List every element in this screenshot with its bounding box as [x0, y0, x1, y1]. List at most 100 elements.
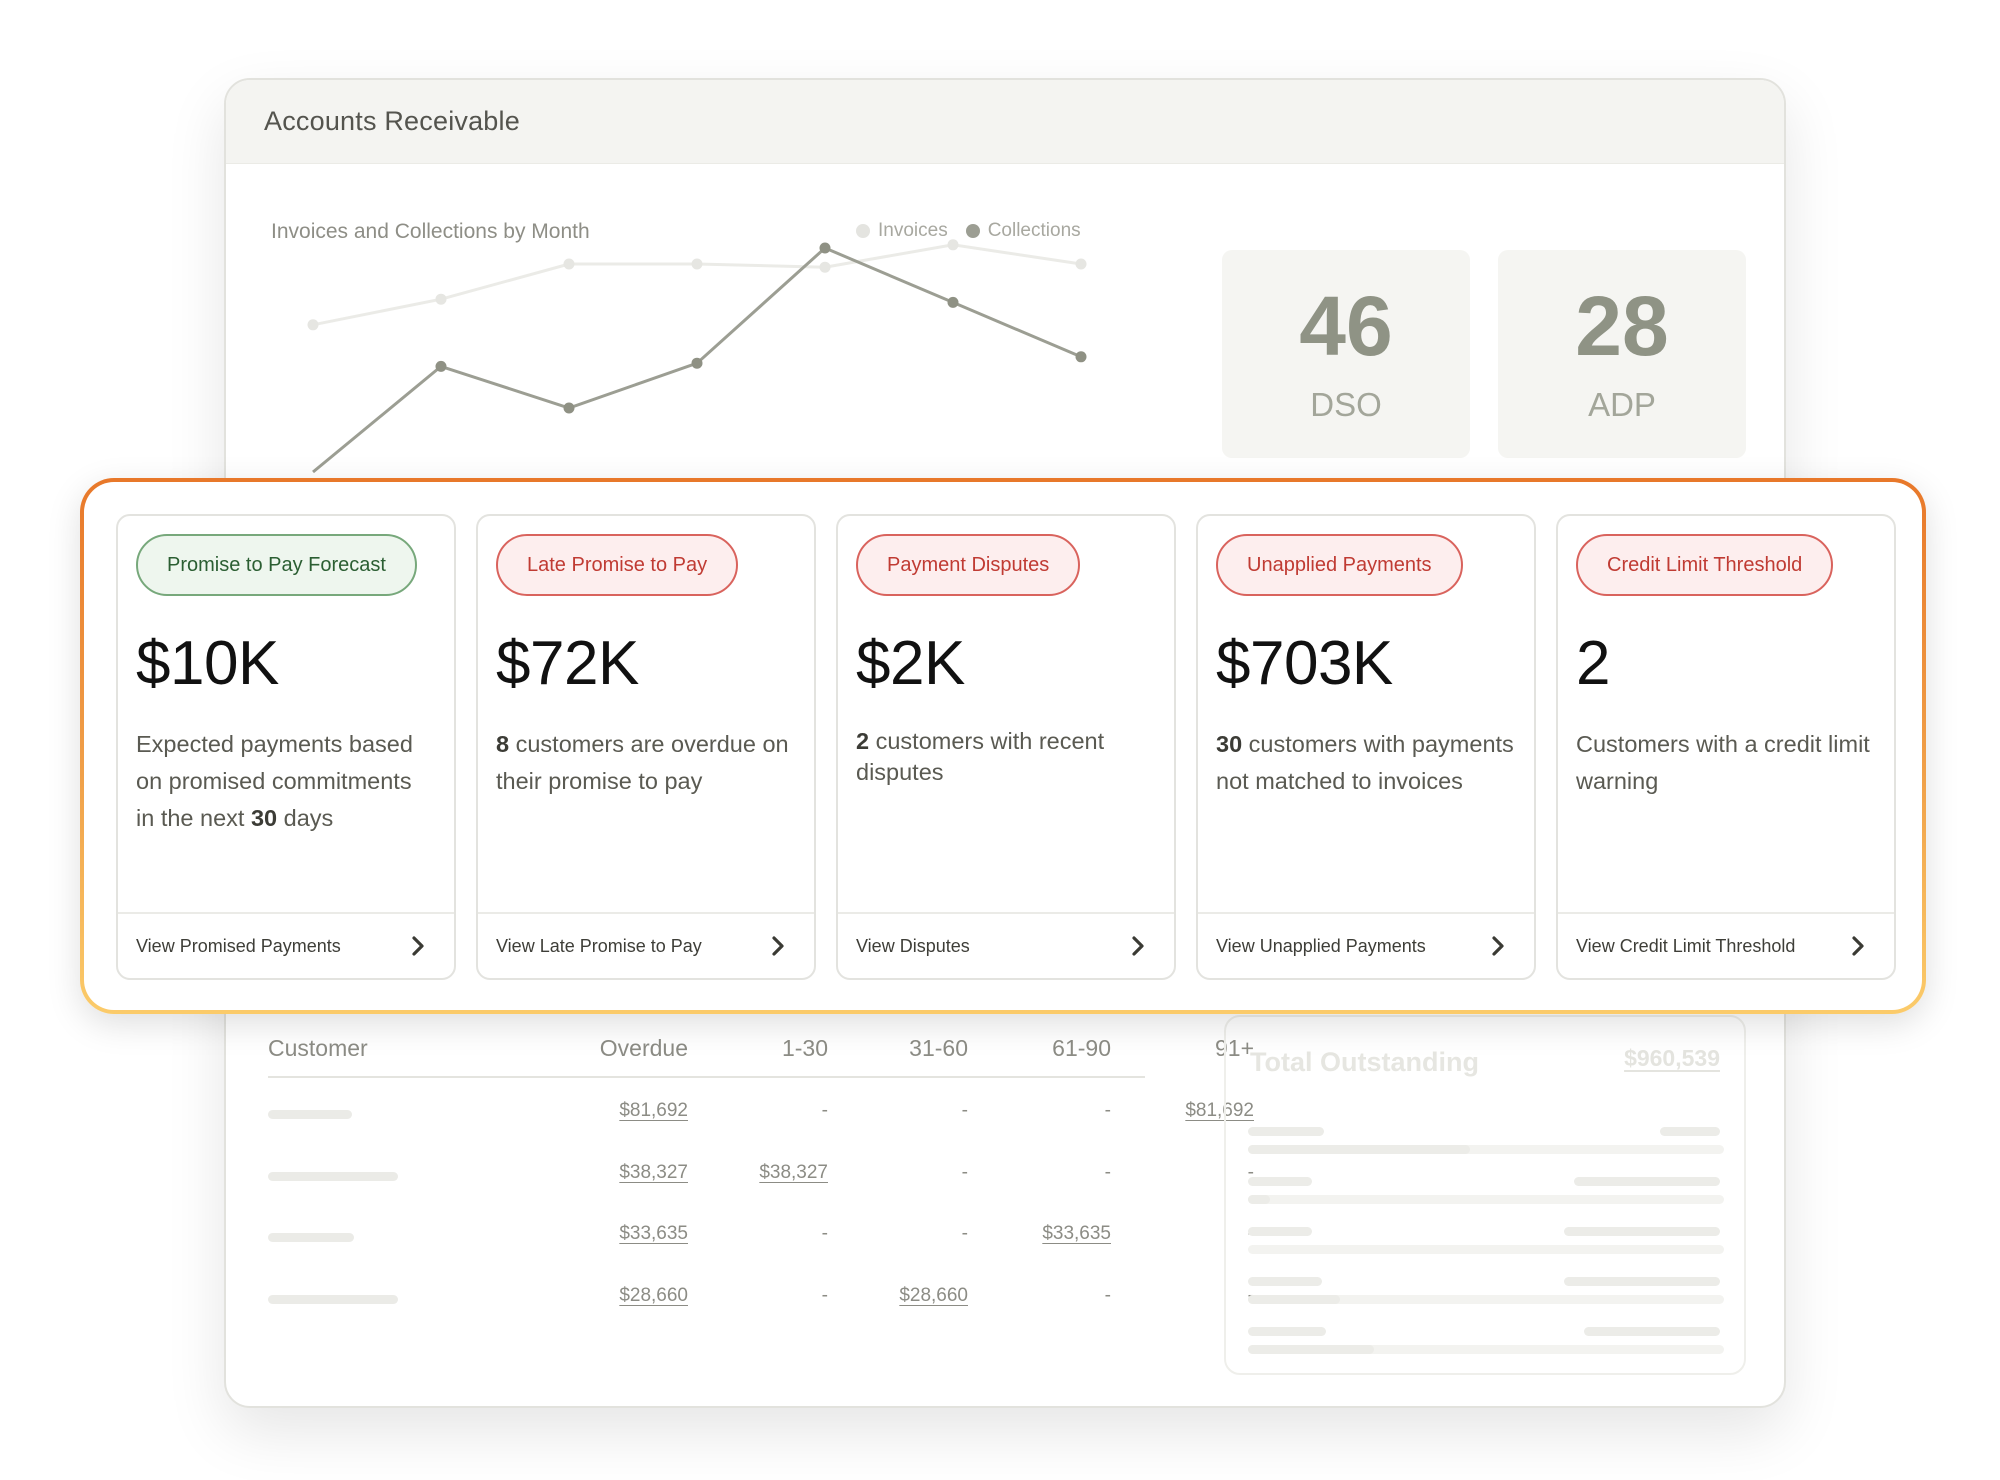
cell-overdue[interactable]: $38,327	[619, 1162, 688, 1183]
panel-progress-track	[1248, 1245, 1724, 1254]
footer-label: View Credit Limit Threshold	[1576, 935, 1796, 956]
legend-label-collections: Collections	[987, 220, 1081, 241]
kpi-adp-value: 28	[1575, 279, 1669, 373]
panel-placeholder-bar	[1564, 1277, 1720, 1286]
customer-name-placeholder	[268, 1110, 352, 1119]
cell-1-30: -	[821, 1285, 828, 1306]
cell-overdue[interactable]: $81,692	[619, 1100, 688, 1121]
footer-label: View Disputes	[856, 935, 970, 956]
card-desc-bold: 8	[496, 731, 510, 757]
cell-61-90[interactable]: $33,635	[1042, 1223, 1111, 1244]
card-description: Expected payments based on promised comm…	[136, 726, 434, 837]
panel-progress-fill	[1248, 1295, 1340, 1304]
data-point-invoices	[691, 258, 703, 270]
cell-31-60: -	[961, 1100, 968, 1121]
window-title: Accounts Receivable	[264, 106, 520, 136]
card-desc-post: customers with recent disputes	[856, 728, 1105, 785]
chevron-right-icon	[768, 936, 788, 956]
view-credit-limit-threshold-link[interactable]: View Credit Limit Threshold	[1558, 912, 1894, 978]
panel-placeholder-bar	[1584, 1327, 1720, 1336]
card-value: $703K	[1216, 629, 1393, 698]
insight-cards-container: Promise to Pay Forecast $10K Expected pa…	[84, 482, 1922, 1010]
card-desc-bold: 30	[250, 805, 278, 831]
table-row[interactable]: $81,692 - - - $81,692	[226, 1100, 1254, 1130]
card-desc-pre: Customers with a credit limit warning	[1576, 731, 1870, 794]
legend-dot-invoices	[856, 224, 870, 238]
col-header-91-plus: 91+	[1214, 1035, 1254, 1061]
view-promised-payments-link[interactable]: View Promised Payments	[118, 912, 454, 978]
cell-61-90: -	[1104, 1100, 1111, 1121]
panel-placeholder-bar	[1248, 1177, 1312, 1186]
col-header-1-30: 1-30	[781, 1035, 828, 1061]
table-row[interactable]: $38,327 $38,327 - - -	[226, 1162, 1254, 1192]
series-line-invoices	[312, 243, 1082, 327]
view-late-promise-to-pay-link[interactable]: View Late Promise to Pay	[478, 912, 814, 978]
card-desc-bold: 2	[856, 728, 870, 754]
card-desc-post: days	[277, 805, 334, 831]
cell-61-90: -	[1104, 1162, 1111, 1183]
panel-placeholder-bar	[1248, 1127, 1324, 1136]
total-outstanding-value[interactable]: $960,539	[1624, 1045, 1720, 1071]
card-unapplied-payments: Unapplied Payments $703K 30 customers wi…	[1196, 514, 1536, 980]
customer-name-placeholder	[268, 1233, 354, 1242]
data-point-invoices	[307, 319, 319, 331]
card-desc-post: customers are overdue on their promise t…	[496, 731, 789, 794]
badge-promise-to-pay-forecast[interactable]: Promise to Pay Forecast	[136, 534, 417, 596]
badge-credit-limit-threshold[interactable]: Credit Limit Threshold	[1576, 534, 1834, 596]
data-point-collections	[435, 360, 447, 372]
panel-placeholder-bar	[1248, 1227, 1312, 1236]
col-header-customer: Customer	[268, 1035, 368, 1061]
card-value: $2K	[856, 629, 965, 698]
data-point-invoices	[947, 239, 959, 251]
panel-progress-track	[1248, 1345, 1724, 1354]
panel-progress-fill	[1248, 1195, 1270, 1204]
footer-label: View Late Promise to Pay	[496, 935, 702, 956]
table-header-divider	[268, 1076, 1145, 1078]
data-point-collections	[563, 402, 575, 414]
card-payment-disputes: Payment Disputes $2K 2 customers with re…	[836, 514, 1176, 980]
legend-label-invoices: Invoices	[878, 220, 948, 241]
cell-overdue[interactable]: $33,635	[619, 1223, 688, 1244]
badge-unapplied-payments[interactable]: Unapplied Payments	[1216, 534, 1463, 596]
cell-31-60[interactable]: $28,660	[899, 1285, 968, 1306]
cell-31-60: -	[961, 1223, 968, 1244]
kpi-dso: 46 DSO	[1222, 250, 1470, 458]
cell-overdue[interactable]: $28,660	[619, 1285, 688, 1306]
total-outstanding-label: Total Outstanding	[1250, 1047, 1479, 1077]
card-value: $72K	[496, 629, 639, 698]
badge-payment-disputes[interactable]: Payment Disputes	[856, 534, 1081, 596]
col-header-61-90: 61-90	[1052, 1035, 1111, 1061]
card-desc-post: customers with payments not matched to i…	[1216, 731, 1514, 794]
view-disputes-link[interactable]: View Disputes	[838, 912, 1174, 978]
card-description: Customers with a credit limit warning	[1576, 726, 1874, 800]
chevron-right-icon	[1848, 936, 1868, 956]
line-chart	[307, 239, 1087, 474]
cell-1-30[interactable]: $38,327	[759, 1162, 828, 1183]
panel-progress-track	[1248, 1295, 1724, 1304]
chevron-right-icon	[1128, 936, 1148, 956]
col-header-31-60: 31-60	[909, 1035, 968, 1061]
card-value: $10K	[136, 629, 279, 698]
card-credit-limit-threshold: Credit Limit Threshold 2 Customers with …	[1556, 514, 1896, 980]
cell-91-plus[interactable]: $81,692	[1185, 1100, 1254, 1121]
data-point-collections	[947, 296, 959, 308]
panel-progress-track	[1248, 1145, 1724, 1154]
data-point-collections	[1075, 351, 1087, 363]
view-unapplied-payments-link[interactable]: View Unapplied Payments	[1198, 912, 1534, 978]
legend-dot-collections	[965, 224, 980, 238]
total-outstanding-panel: Total Outstanding $960,539	[1224, 1015, 1746, 1375]
col-header-overdue: Overdue	[599, 1035, 688, 1061]
panel-placeholder-bar	[1574, 1177, 1720, 1186]
card-desc-bold: 30	[1216, 731, 1243, 757]
footer-label: View Unapplied Payments	[1216, 935, 1426, 956]
panel-placeholder-bar	[1248, 1277, 1322, 1286]
table-row[interactable]: $28,660 - $28,660 - -	[226, 1285, 1254, 1315]
badge-late-promise-to-pay[interactable]: Late Promise to Pay	[496, 534, 739, 596]
customer-name-placeholder	[268, 1172, 398, 1181]
data-point-invoices	[435, 293, 447, 305]
table-row[interactable]: $33,635 - - $33,635 -	[226, 1223, 1254, 1253]
kpi-dso-label: DSO	[1310, 386, 1382, 423]
chart-legend: Invoices Collections	[856, 220, 1081, 242]
panel-placeholder-bar	[1564, 1227, 1720, 1236]
card-promise-to-pay-forecast: Promise to Pay Forecast $10K Expected pa…	[116, 514, 456, 980]
